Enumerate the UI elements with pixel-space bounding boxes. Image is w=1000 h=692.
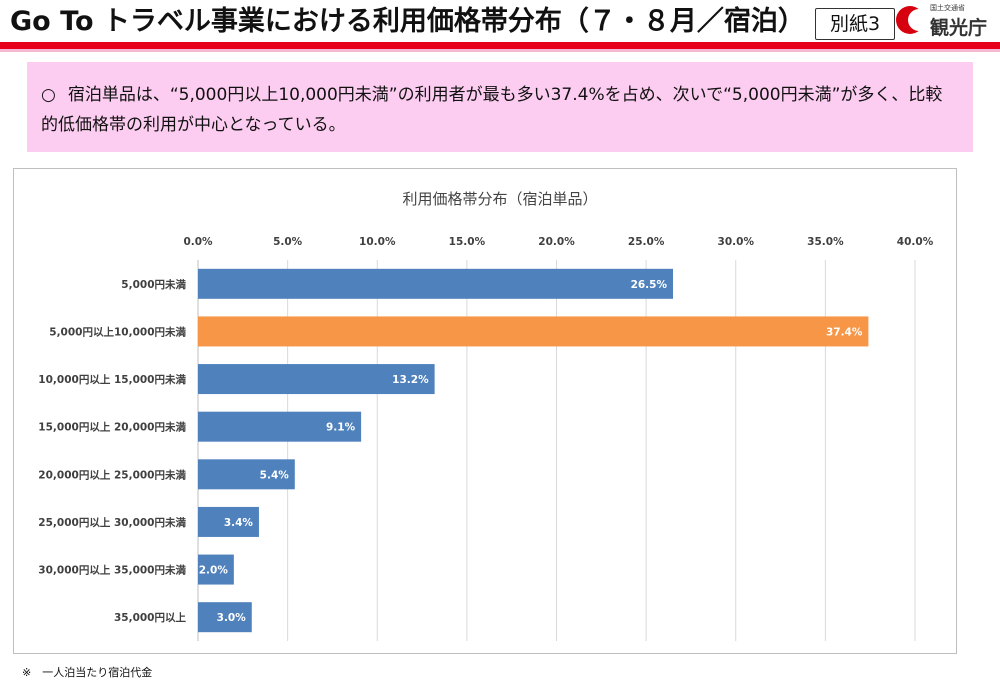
data-label: 26.5% <box>631 279 668 291</box>
logo-agency-text: 観光庁 <box>930 17 988 39</box>
x-tick-label: 5.0% <box>273 236 303 248</box>
bar <box>198 506 259 537</box>
bar <box>198 268 674 299</box>
category-label: 30,000円以上 35,000円未満 <box>38 564 186 577</box>
page-title: Go To トラベル事業における利用価格帯分布（７・８月／宿泊） <box>10 6 805 37</box>
data-label: 9.1% <box>326 422 356 434</box>
bar <box>198 459 295 490</box>
x-tick-label: 20.0% <box>538 236 575 248</box>
agency-logo: 国土交通省 観光庁 <box>893 2 997 40</box>
bar <box>198 316 869 347</box>
category-label: 5,000円以上10,000円未満 <box>49 325 186 338</box>
header-divider-pink <box>0 49 1000 52</box>
logo-mark-icon <box>896 6 930 34</box>
x-tick-label: 0.0% <box>183 236 213 248</box>
summary-box: ○ 宿泊単品は、“5,000円以上10,000円未満”の利用者が最も多い37.4%… <box>27 62 973 152</box>
data-label: 2.0% <box>199 565 229 577</box>
bar <box>198 602 252 633</box>
header-divider-red <box>0 42 1000 49</box>
data-label: 13.2% <box>392 374 429 386</box>
data-label: 3.4% <box>224 517 254 529</box>
data-label: 5.4% <box>260 469 290 481</box>
category-label: 5,000円未満 <box>121 278 186 291</box>
summary-text: 宿泊単品は、“5,000円以上10,000円未満”の利用者が最も多い37.4%を… <box>41 85 943 135</box>
data-label: 37.4% <box>826 326 863 338</box>
category-label: 20,000円以上 25,000円未満 <box>38 468 186 481</box>
x-tick-label: 10.0% <box>359 236 396 248</box>
category-label: 10,000円以上 15,000円未満 <box>38 373 186 386</box>
x-tick-label: 15.0% <box>449 236 486 248</box>
data-label: 3.0% <box>217 612 247 624</box>
x-tick-label: 30.0% <box>718 236 755 248</box>
category-label: 25,000円以上 30,000円未満 <box>38 516 186 529</box>
logo-ministry-text: 国土交通省 <box>930 4 965 12</box>
x-tick-label: 35.0% <box>807 236 844 248</box>
category-label: 35,000円以上 <box>114 611 187 624</box>
x-tick-label: 40.0% <box>897 236 934 248</box>
bar <box>198 364 435 395</box>
chart-title: 利用価格帯分布（宿泊単品） <box>402 190 598 208</box>
document-badge: 別紙3 <box>815 8 895 40</box>
bar <box>198 554 234 585</box>
chart-frame <box>13 168 957 654</box>
x-tick-label: 25.0% <box>628 236 665 248</box>
bar <box>198 411 362 442</box>
bullet-circle-icon: ○ <box>41 85 56 105</box>
category-label: 15,000円以上 20,000円未満 <box>38 421 186 434</box>
footnote: ※ 一人泊当たり宿泊代金 <box>22 666 153 679</box>
